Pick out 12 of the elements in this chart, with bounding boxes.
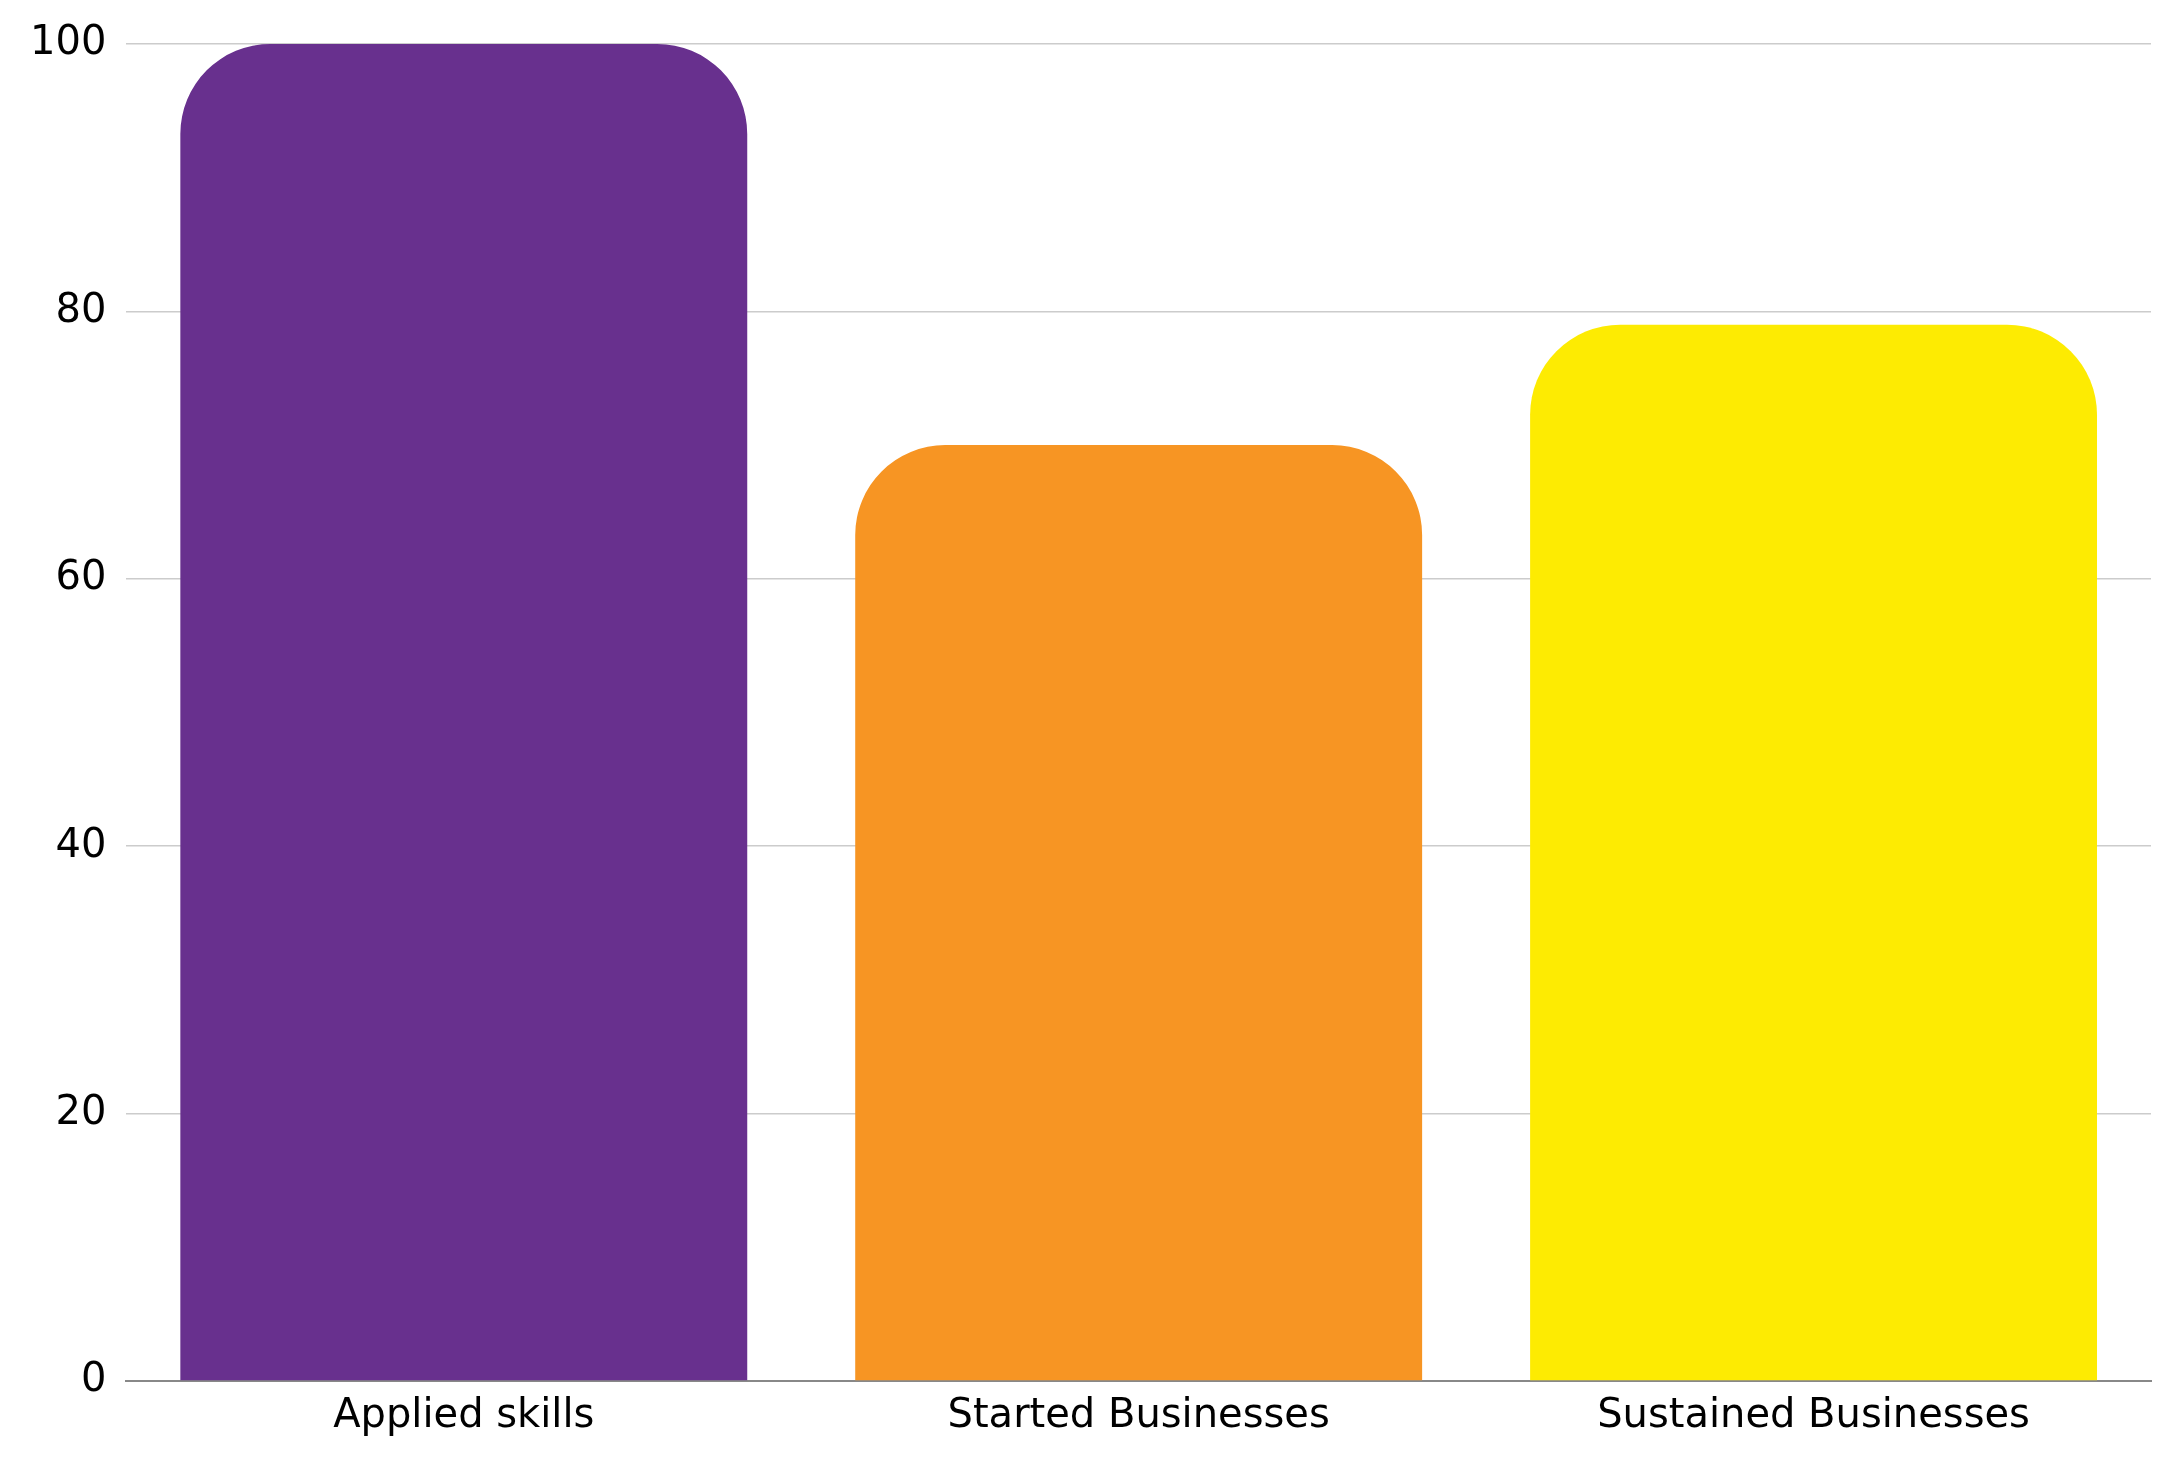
bar xyxy=(1530,324,2098,1381)
y-tick-label: 80 xyxy=(55,284,107,331)
y-tick-label: 0 xyxy=(80,1354,107,1401)
y-tick-label: 60 xyxy=(55,552,107,599)
x-tick-label: Applied skills xyxy=(333,1390,595,1437)
x-tick-label: Sustained Businesses xyxy=(1597,1390,2030,1437)
y-tick-label: 20 xyxy=(55,1086,107,1133)
y-tick-label: 100 xyxy=(29,17,107,64)
bar xyxy=(855,445,1423,1381)
bar xyxy=(180,44,748,1381)
x-tick-label: Started Businesses xyxy=(947,1390,1330,1437)
y-tick-label: 40 xyxy=(55,819,107,866)
